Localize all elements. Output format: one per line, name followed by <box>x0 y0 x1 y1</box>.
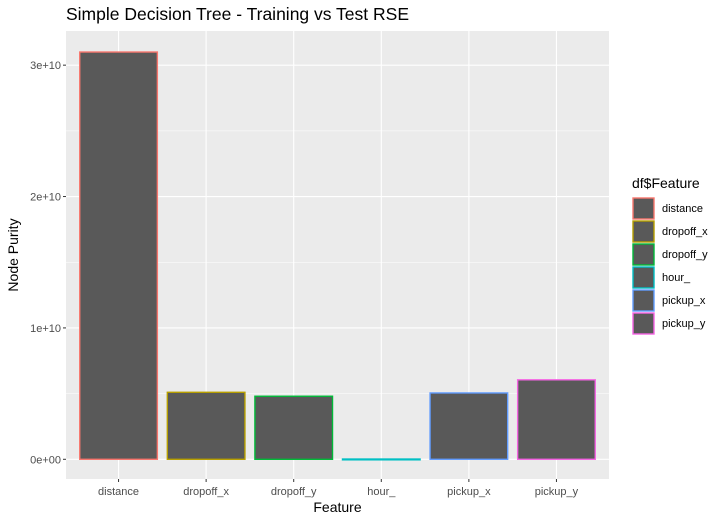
y-tick-label: 0e+00 <box>30 454 61 466</box>
legend-key <box>632 243 655 266</box>
x-axis: distance dropoff_x dropoff_y hour_ pickup_x p… <box>98 479 579 498</box>
bar-pickup-y <box>516 379 596 460</box>
x-tick-label: distance <box>98 486 139 498</box>
x-tick-label: pickup_y <box>535 486 579 498</box>
legend-label: pickup_x <box>662 295 706 307</box>
bar-hour <box>341 458 421 461</box>
x-tick-label: dropoff_x <box>183 486 229 498</box>
legend: df$Feature distance dropoff_x dropoff_yhou… <box>632 175 708 335</box>
legend-key <box>632 289 655 312</box>
y-axis-title: Node Purity <box>5 218 21 291</box>
bars <box>79 51 596 461</box>
legend-label: pickup_y <box>662 318 706 330</box>
bar-pickup-x <box>429 392 509 460</box>
legend-label: hour_ <box>662 272 691 284</box>
y-axis: 0e+00 1e+10 2e+10 3e+10 <box>30 60 66 466</box>
legend-key <box>632 266 655 289</box>
legend-title: df$Feature <box>632 175 700 191</box>
x-tick-label: dropoff_y <box>271 486 317 498</box>
legend-key <box>632 312 655 335</box>
bar-dropoff-y <box>254 395 334 460</box>
x-axis-title: Feature <box>313 499 361 515</box>
legend-label: dropoff_x <box>662 226 708 238</box>
legend-key <box>632 197 655 220</box>
bar-dropoff-x <box>166 391 246 460</box>
legend-label: distance <box>662 203 703 215</box>
y-tick-label: 2e+10 <box>30 192 61 204</box>
legend-label: dropoff_y <box>662 249 708 261</box>
chart-title: Simple Decision Tree - Training vs Test … <box>66 4 409 24</box>
x-tick-label: pickup_x <box>447 486 491 498</box>
x-tick-label: hour_ <box>367 486 396 498</box>
bar-distance <box>79 51 159 460</box>
legend-key <box>632 220 655 243</box>
legend-items: distance dropoff_x dropoff_y hour_ pickup_xp… <box>632 197 708 335</box>
y-tick-label: 1e+10 <box>30 323 61 335</box>
y-tick-label: 3e+10 <box>30 60 61 72</box>
